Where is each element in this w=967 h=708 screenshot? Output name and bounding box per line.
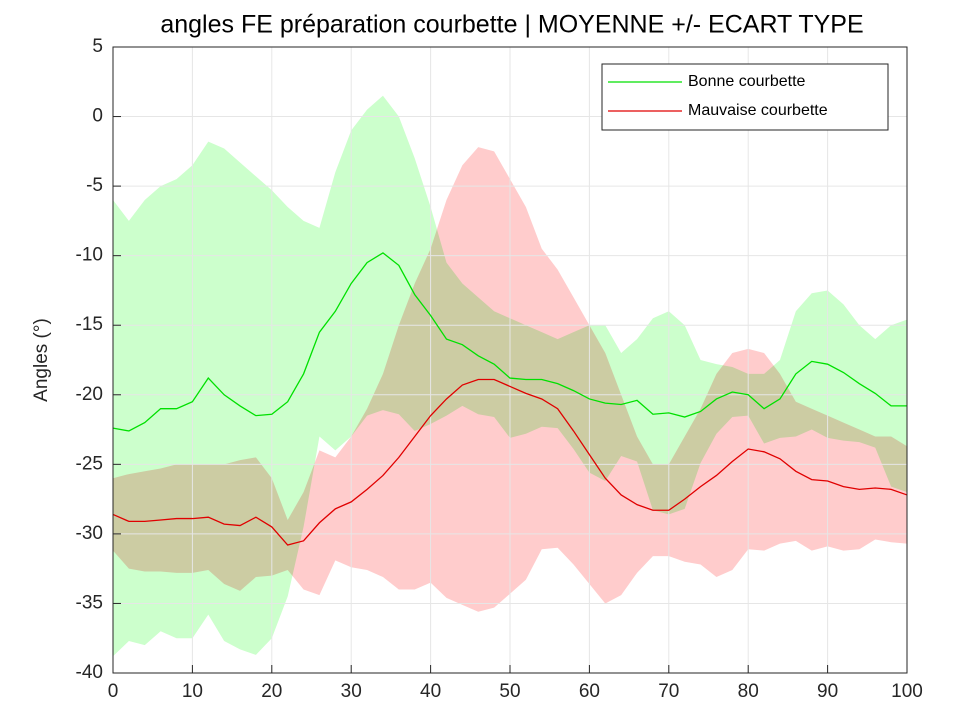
x-tick-label: 30 <box>341 681 362 702</box>
y-tick-label: -15 <box>76 314 103 335</box>
lines <box>112 252 908 546</box>
mean-line <box>112 252 907 432</box>
legend-label: Bonne courbette <box>688 73 806 90</box>
y-tick-label: -40 <box>76 662 103 683</box>
plot-frame <box>112 46 908 674</box>
x-tick-label: 0 <box>108 681 119 702</box>
x-tick-label: 10 <box>182 681 203 702</box>
y-tick-label: 0 <box>92 106 103 127</box>
mean-line <box>112 378 908 546</box>
x-tick-label: 40 <box>420 681 441 702</box>
axes: 0 10 20 30 40 50 60 70 80 90 10050-5-10-15-20-25-3… <box>76 36 923 702</box>
legend-box <box>601 63 889 131</box>
y-tick-label: -10 <box>76 245 103 266</box>
x-tick-label: 90 <box>817 681 838 702</box>
x-tick-label: 20 <box>261 681 282 702</box>
chart-title: angles FE préparation courbette | MOYENN… <box>160 11 863 39</box>
y-tick-label: -30 <box>76 523 103 544</box>
x-tick-label: 60 <box>579 681 600 702</box>
y-tick-label: -35 <box>76 592 103 613</box>
y-tick-label: -5 <box>86 175 103 196</box>
y-tick-label: -25 <box>76 453 103 474</box>
x-tick-label: 70 <box>658 681 679 702</box>
x-tick-label: 100 <box>891 681 923 702</box>
y-tick-label: -20 <box>76 384 103 405</box>
x-tick-label: 80 <box>738 681 759 702</box>
legend-label: Mauvaise courbette <box>688 102 828 119</box>
y-axis-label: Angles (°) <box>31 318 52 402</box>
legend: Bonne courbette Mauvaise courbette <box>601 63 889 131</box>
x-tick-label: 50 <box>499 681 520 702</box>
y-tick-label: 5 <box>92 36 103 57</box>
